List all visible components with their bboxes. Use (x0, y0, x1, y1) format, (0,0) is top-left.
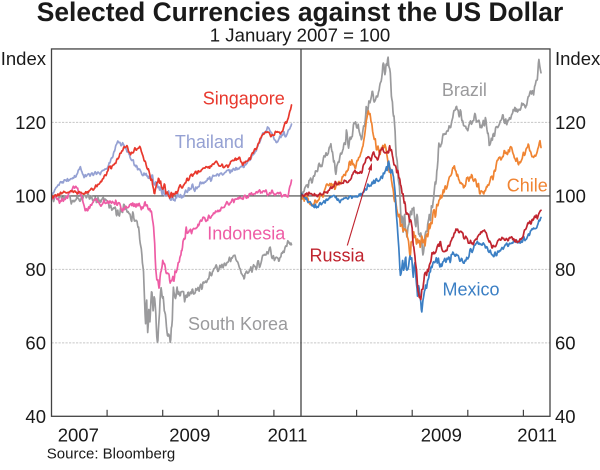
svg-text:Source: Bloomberg: Source: Bloomberg (47, 446, 175, 463)
svg-text:40: 40 (25, 406, 46, 427)
svg-text:Index: Index (555, 48, 600, 69)
svg-text:100: 100 (555, 185, 586, 206)
svg-text:1 January 2007 = 100: 1 January 2007 = 100 (210, 25, 390, 46)
svg-text:40: 40 (555, 406, 576, 427)
svg-text:Index: Index (1, 48, 47, 69)
svg-text:2009: 2009 (421, 425, 462, 446)
svg-text:South Korea: South Korea (188, 314, 289, 334)
svg-text:Chile: Chile (507, 176, 548, 196)
svg-text:120: 120 (555, 112, 586, 133)
svg-text:Indonesia: Indonesia (207, 223, 286, 243)
svg-text:2007: 2007 (58, 425, 99, 446)
svg-text:100: 100 (15, 185, 46, 206)
svg-text:Russia: Russia (309, 246, 365, 266)
svg-text:80: 80 (25, 259, 46, 280)
svg-text:80: 80 (555, 259, 576, 280)
svg-text:2009: 2009 (169, 425, 210, 446)
svg-text:60: 60 (25, 332, 46, 353)
svg-text:Brazil: Brazil (442, 80, 487, 100)
svg-text:120: 120 (15, 112, 46, 133)
svg-text:Mexico: Mexico (442, 279, 499, 299)
svg-text:Selected Currencies against th: Selected Currencies against the US Dolla… (37, 0, 564, 27)
svg-text:2011: 2011 (517, 425, 557, 446)
svg-text:60: 60 (555, 332, 576, 353)
svg-text:Singapore: Singapore (203, 89, 285, 109)
svg-text:2011: 2011 (268, 425, 308, 446)
svg-text:Thailand: Thailand (175, 132, 244, 152)
